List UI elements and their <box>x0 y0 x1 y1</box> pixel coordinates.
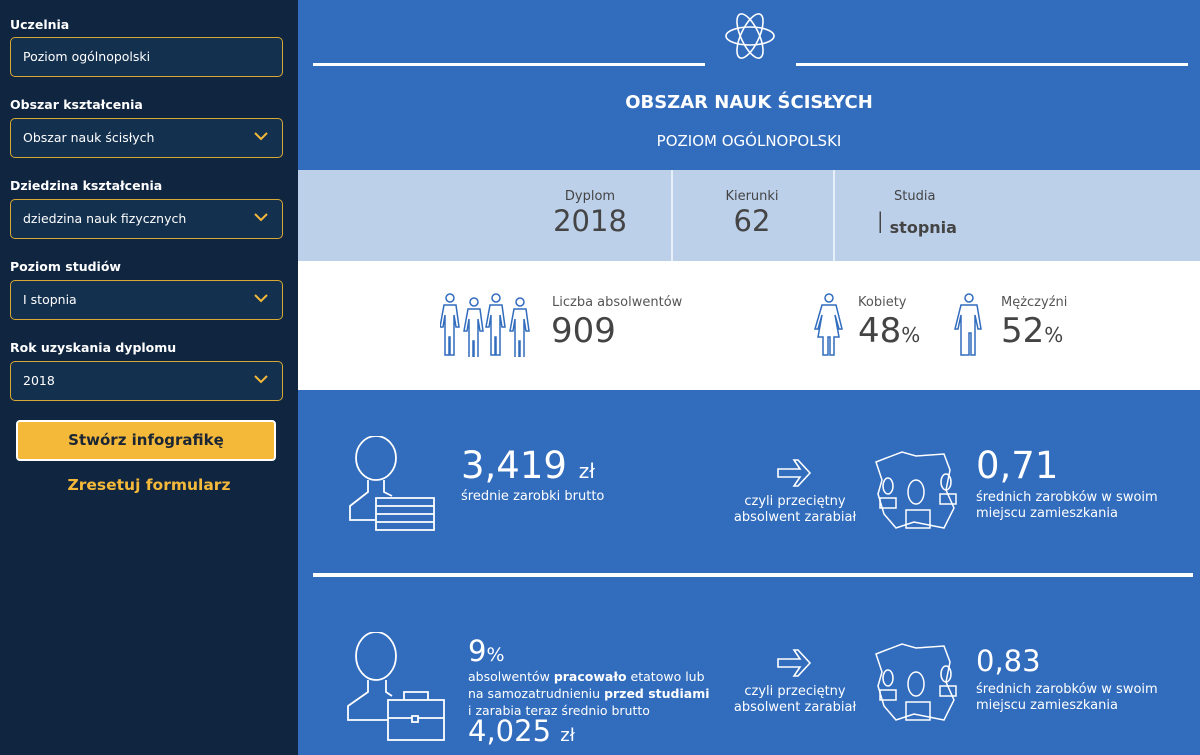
chevron-down-icon <box>254 294 268 303</box>
page-title: OBSZAR NAUK ŚCISŁYCH <box>625 92 873 113</box>
unit: zł <box>578 459 595 483</box>
unit: zł <box>560 725 575 746</box>
arrow-right-icon <box>777 649 812 677</box>
divider <box>796 63 1188 66</box>
desc-line: i zarabia teraz średnio brutto <box>468 703 650 718</box>
divider <box>833 170 835 261</box>
uczelnia-field[interactable]: Poziom ogólnopolski <box>10 37 283 77</box>
diploma-cell: Dyplom 2018 <box>530 170 650 261</box>
label-obszar: Obszar kształcenia <box>10 97 143 112</box>
men-percent: 52% <box>1001 311 1063 351</box>
prior-work-description: absolwentów pracowało etatowo lub na sam… <box>468 668 710 719</box>
value: I <box>876 206 885 240</box>
atom-icon <box>725 13 775 59</box>
value: 52 <box>1001 311 1045 351</box>
text: absolwentów <box>468 669 554 684</box>
ratio-label: średnich zarobków w swoim miejscu zamiesz… <box>976 682 1158 714</box>
ratio-value: 0,71 <box>976 444 1059 487</box>
page-subtitle: POZIOM OGÓLNOPOLSKI <box>656 132 842 150</box>
reset-form-link[interactable]: Zresetuj formularz <box>67 476 231 494</box>
bold-text: przed studiami <box>604 686 710 701</box>
arrow-right-icon <box>777 459 812 487</box>
majors-cell: Kierunki 62 <box>692 170 812 261</box>
field-value: Poziom ogólnopolski <box>23 49 151 64</box>
value: 3,419 <box>461 444 567 487</box>
dziedzina-select[interactable]: dziedzina nauk fizycznych <box>10 199 283 239</box>
label-poziom: Poziom studiów <box>10 259 121 274</box>
rok-select[interactable]: 2018 <box>10 361 283 401</box>
women-label: Kobiety <box>858 295 907 310</box>
prior-work-percent: 9% <box>468 634 505 668</box>
percent-sign: % <box>486 644 505 666</box>
caption-line: czyli przeciętny <box>744 684 846 699</box>
avg-earnings: 3,419 zł <box>461 444 595 487</box>
ratio-label: średnich zarobków w swoim miejscu zamiesz… <box>976 490 1158 522</box>
prior-work-earnings: 4,025 zł <box>468 714 575 748</box>
poland-map-people-icon <box>875 451 957 529</box>
label-line: średnich zarobków w swoim <box>976 682 1158 697</box>
woman-icon <box>814 293 843 356</box>
obszar-select[interactable]: Obszar nauk ścisłych <box>10 118 283 158</box>
label: Dyplom <box>564 189 616 204</box>
label: Studia <box>894 189 936 204</box>
caption-line: absolwent zarabiał <box>733 510 857 525</box>
poland-map-people-icon <box>875 643 957 721</box>
text: etatowo lub <box>626 669 705 684</box>
value: 48 <box>858 311 902 351</box>
value: 4,025 <box>468 714 552 748</box>
caption-line: czyli przeciętny <box>744 494 846 509</box>
create-infographic-button[interactable]: Stwórz infografikę <box>16 420 276 461</box>
divider <box>313 63 705 66</box>
person-briefcase-icon <box>347 632 445 741</box>
label: Kierunki <box>725 189 779 204</box>
divider <box>671 170 673 261</box>
label-line: średnich zarobków w swoim <box>976 490 1158 505</box>
sidebar: Uczelnia Poziom ogólnopolski Obszar kszt… <box>0 0 298 755</box>
poziom-select[interactable]: I stopnia <box>10 280 283 320</box>
summary-band: Dyplom 2018 Kierunki 62 Studia I stopnia <box>298 170 1200 261</box>
field-value: dziedzina nauk fizycznych <box>23 211 187 226</box>
field-value: Obszar nauk ścisłych <box>23 130 155 145</box>
chevron-down-icon <box>254 132 268 141</box>
value: 62 <box>733 204 771 238</box>
value: 2018 <box>553 204 627 238</box>
graduates-label: Liczba absolwentów <box>552 295 683 310</box>
arrow-caption: czyli przeciętny absolwent zarabiał <box>718 494 872 526</box>
people-group-icon <box>440 293 530 357</box>
infographic: OBSZAR NAUK ŚCISŁYCH POZIOM OGÓLNOPOLSKI… <box>298 0 1200 755</box>
text: na samozatrudnieniu <box>468 686 605 701</box>
label-line: miejscu zamieszkania <box>976 698 1118 713</box>
label-dziedzina: Dziedzina kształcenia <box>10 178 163 193</box>
arrow-caption: czyli przeciętny absolwent zarabiał <box>718 684 872 716</box>
studies-cell: Studia I stopnia <box>858 170 978 261</box>
label-line: miejscu zamieszkania <box>976 506 1118 521</box>
bold-text: pracowało <box>553 669 627 684</box>
person-money-icon <box>349 436 435 531</box>
value: 9 <box>468 634 487 668</box>
caption-line: absolwent zarabiał <box>733 700 857 715</box>
graduates-section: Liczba absolwentów 909 Kobiety 48% Mężcz… <box>298 261 1200 390</box>
percent-sign: % <box>901 323 921 347</box>
desc-line: na samozatrudnieniu przed studiami <box>468 685 710 702</box>
man-icon <box>954 293 982 356</box>
men-label: Mężczyźni <box>1001 295 1068 310</box>
ratio-value: 0,83 <box>976 644 1041 678</box>
women-percent: 48% <box>858 311 920 351</box>
avg-earnings-label: średnie zarobki brutto <box>461 489 605 504</box>
chevron-down-icon <box>254 213 268 222</box>
section-divider <box>313 573 1193 577</box>
value-suffix: stopnia <box>889 218 957 237</box>
field-value: 2018 <box>23 373 55 388</box>
field-value: I stopnia <box>23 292 77 307</box>
desc-line: absolwentów pracowało etatowo lub <box>468 668 710 685</box>
graduates-count: 909 <box>551 311 616 351</box>
chevron-down-icon <box>254 375 268 384</box>
label-uczelnia: Uczelnia <box>10 17 70 32</box>
label-rok: Rok uzyskania dyplomu <box>10 340 177 355</box>
percent-sign: % <box>1044 323 1064 347</box>
